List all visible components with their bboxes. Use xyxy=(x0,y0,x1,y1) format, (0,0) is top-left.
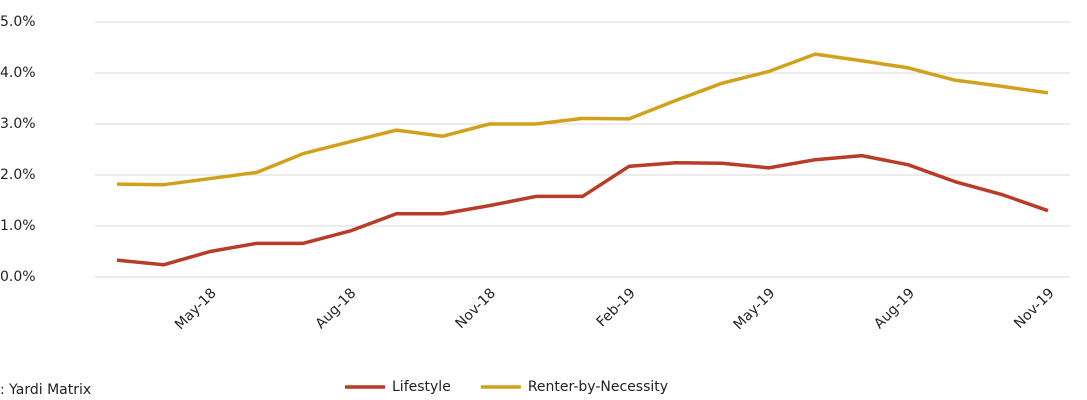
data-line xyxy=(116,52,1049,187)
source-note: : Yardi Matrix xyxy=(0,382,91,398)
x-tick-label: May-19 xyxy=(731,285,779,333)
y-tick-label: 4.0% xyxy=(0,65,36,81)
x-tick-label: May-18 xyxy=(172,285,220,333)
x-tick-label: Aug-19 xyxy=(871,285,918,332)
x-tick-label: Feb-19 xyxy=(594,285,639,330)
legend-label: Lifestyle xyxy=(392,379,451,395)
x-tick-label: Nov-19 xyxy=(1011,285,1058,332)
x-tick-label: Aug-18 xyxy=(313,285,360,332)
y-tick-label: 0.0% xyxy=(0,269,36,285)
y-tick-label: 3.0% xyxy=(0,116,36,132)
x-tick-label: Nov-18 xyxy=(453,285,500,332)
y-tick-label: 2.0% xyxy=(0,167,36,183)
y-tick-label: 5.0% xyxy=(0,14,36,30)
data-line xyxy=(116,153,1049,267)
legend-label: Renter-by-Necessity xyxy=(528,379,668,395)
y-tick-label: 1.0% xyxy=(0,218,36,234)
